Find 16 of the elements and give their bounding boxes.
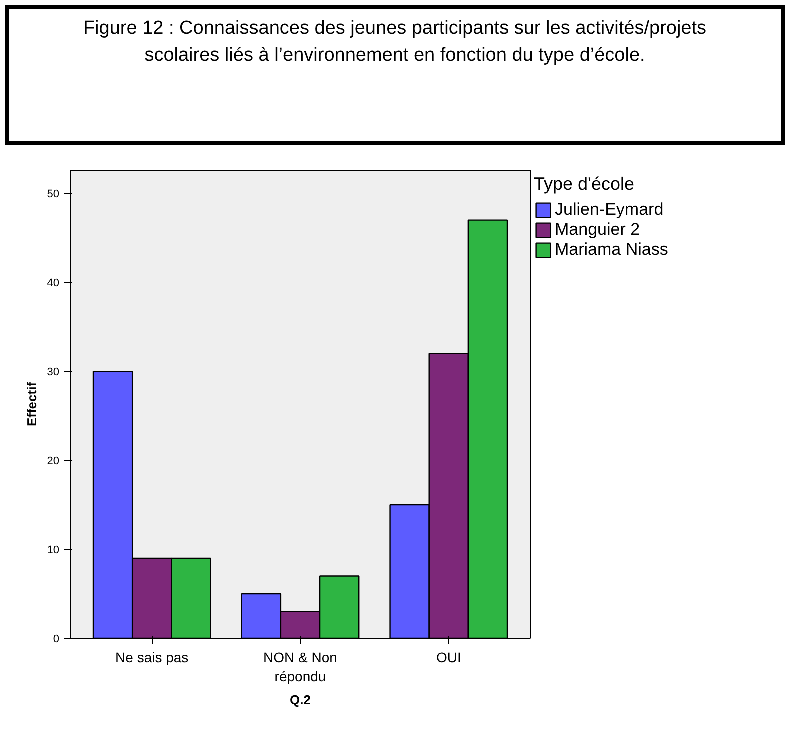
x-tick-label: OUI: [436, 650, 462, 666]
legend-label: Mariama Niass: [555, 240, 668, 260]
y-axis-title: Effectif: [24, 382, 40, 427]
y-tick-label: 40: [47, 278, 60, 290]
x-axis-title: Q.2: [290, 692, 311, 708]
legend-label: Manguier 2: [555, 220, 640, 240]
chart-title: Figure 12 : Connaissances des jeunes participants sur les activités/projets scolaires liés à l’environnement en fonction du type d’école.: [82, 17, 708, 68]
legend-title: Type d'école: [534, 174, 636, 195]
y-tick-label: 30: [47, 366, 60, 379]
y-tick-label: 50: [47, 188, 60, 201]
x-tick-label: Ne sais pas: [116, 650, 189, 666]
y-tick-label: 10: [47, 544, 60, 557]
x-tick-label: NON & Non répondu: [264, 650, 338, 685]
y-tick-label: 20: [47, 456, 60, 468]
y-tick-label: 0: [53, 634, 60, 646]
legend-label: Julien-Eymard: [555, 200, 664, 220]
